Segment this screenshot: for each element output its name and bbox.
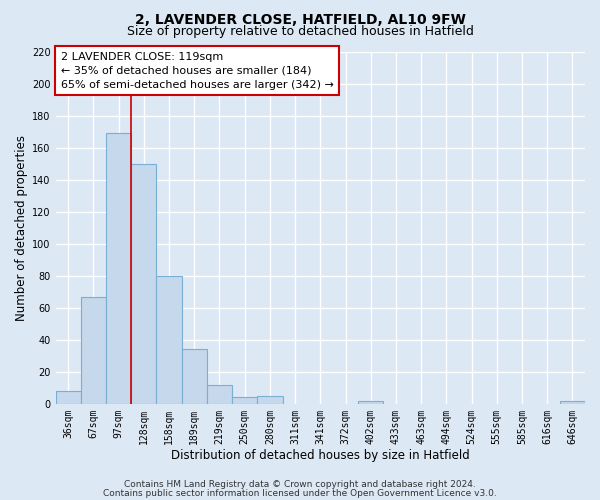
Bar <box>157 276 182 404</box>
Bar <box>207 384 232 404</box>
Bar <box>106 133 131 404</box>
Bar <box>257 396 283 404</box>
Text: Contains HM Land Registry data © Crown copyright and database right 2024.: Contains HM Land Registry data © Crown c… <box>124 480 476 489</box>
Text: 2 LAVENDER CLOSE: 119sqm
← 35% of detached houses are smaller (184)
65% of semi-: 2 LAVENDER CLOSE: 119sqm ← 35% of detach… <box>61 52 334 90</box>
Bar <box>560 400 585 404</box>
Y-axis label: Number of detached properties: Number of detached properties <box>15 134 28 320</box>
Bar <box>131 164 157 404</box>
Text: 2, LAVENDER CLOSE, HATFIELD, AL10 9FW: 2, LAVENDER CLOSE, HATFIELD, AL10 9FW <box>134 12 466 26</box>
Text: Size of property relative to detached houses in Hatfield: Size of property relative to detached ho… <box>127 25 473 38</box>
Bar <box>232 398 257 404</box>
Bar <box>56 391 81 404</box>
Text: Contains public sector information licensed under the Open Government Licence v3: Contains public sector information licen… <box>103 488 497 498</box>
Bar <box>358 400 383 404</box>
Bar <box>182 350 207 404</box>
X-axis label: Distribution of detached houses by size in Hatfield: Distribution of detached houses by size … <box>171 450 470 462</box>
Bar <box>81 296 106 404</box>
